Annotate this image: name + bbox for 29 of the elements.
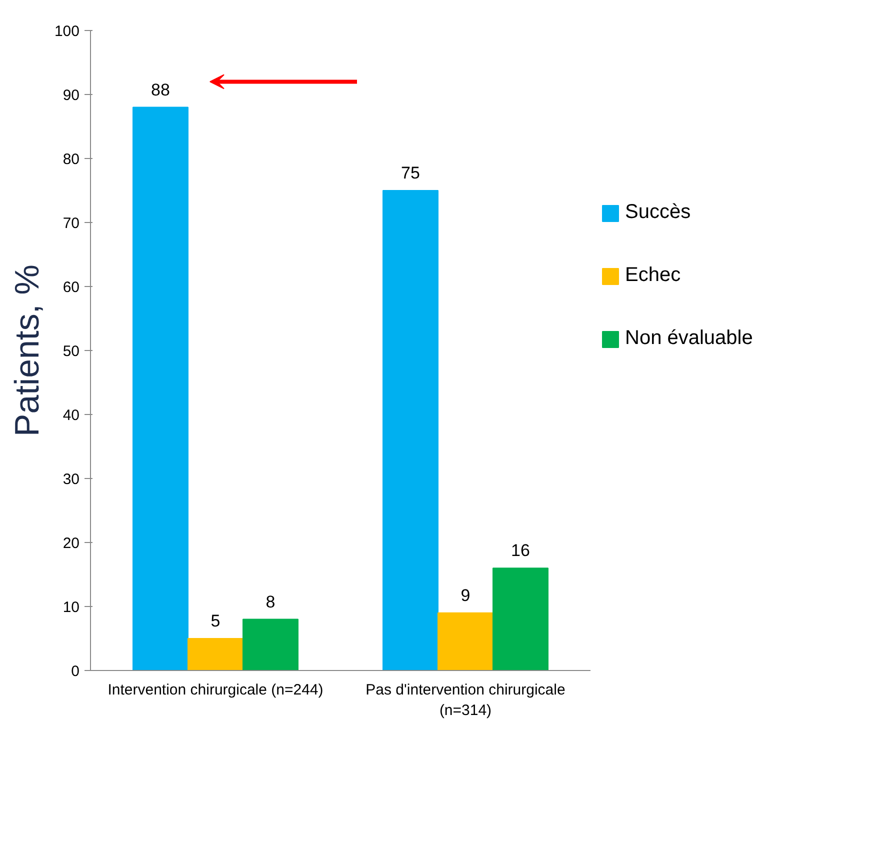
y-tick-label: 60 [62, 279, 80, 296]
data-label: 75 [401, 164, 420, 182]
y-tick-label: 80 [62, 151, 80, 168]
data-label: 9 [460, 586, 470, 605]
legend-label: Non évaluable [625, 327, 753, 350]
y-tick-label: 50 [62, 343, 80, 360]
data-label: 8 [266, 592, 276, 612]
y-tick-label: 30 [62, 471, 80, 488]
bar [132, 106, 188, 670]
y-tick-label: 0 [71, 663, 80, 680]
bar [382, 190, 438, 670]
y-tick-label: 100 [54, 23, 80, 40]
y-tick-label: 40 [62, 407, 80, 424]
data-label: 5 [210, 612, 220, 630]
bar [188, 638, 244, 670]
bar [438, 612, 494, 670]
bar [492, 568, 548, 670]
y-tick-label: 90 [62, 87, 80, 104]
y-axis-title: Patients, % [8, 264, 46, 436]
data-label: 16 [511, 541, 530, 560]
legend-label: Echec [625, 264, 681, 287]
bar [242, 618, 298, 670]
legend-label: Succès [625, 201, 691, 224]
data-label: 88 [151, 80, 170, 100]
x-tick-label: Pas d'intervention chirurgicale (n=314) [366, 682, 566, 719]
y-tick-label: 20 [62, 535, 80, 552]
y-tick-label: 10 [62, 599, 80, 616]
y-tick-label: 70 [62, 215, 80, 232]
x-tick-label: Intervention chirurgicale (n=244) [108, 682, 324, 698]
